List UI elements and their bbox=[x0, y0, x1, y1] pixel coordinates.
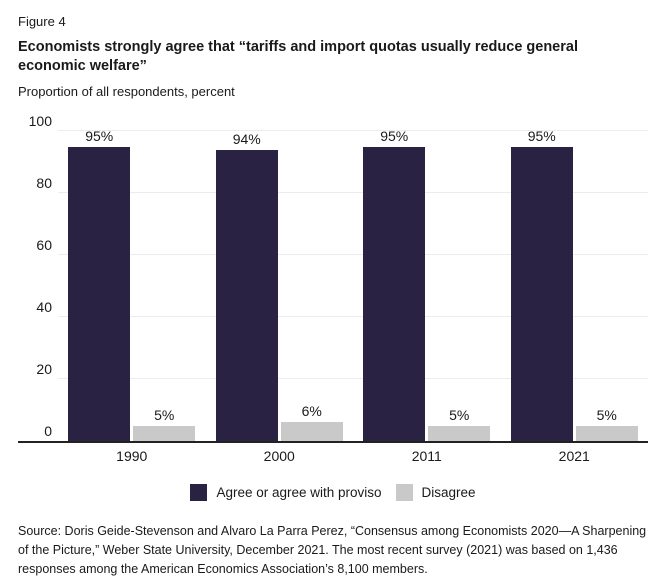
gridline bbox=[58, 192, 648, 193]
bar-value-label: 95% bbox=[380, 127, 409, 144]
legend-item: Agree or agree with proviso bbox=[190, 484, 382, 501]
y-tick-label: 80 bbox=[36, 175, 52, 191]
source-note: Source: Doris Geide-Stevenson and Alvaro… bbox=[18, 524, 647, 576]
x-tick-label: 2000 bbox=[263, 448, 295, 464]
x-axis-spacer bbox=[18, 448, 58, 464]
bar: 95% bbox=[68, 128, 131, 441]
gridline bbox=[58, 378, 648, 379]
bar-value-label: 5% bbox=[154, 406, 175, 423]
bar-value-label: 95% bbox=[527, 127, 556, 144]
x-tick-label: 1990 bbox=[116, 448, 148, 464]
bar-group-2021: 95% 5% bbox=[510, 128, 638, 441]
gridline bbox=[58, 130, 648, 131]
bar-group-1990: 95% 5% bbox=[68, 128, 196, 441]
bar-value-label: 95% bbox=[85, 127, 114, 144]
gridline bbox=[58, 254, 648, 255]
figure-label: Figure 4 bbox=[18, 14, 66, 29]
x-tick-label: 2021 bbox=[558, 448, 590, 464]
bar-value-label: 6% bbox=[301, 403, 322, 420]
bar-group-2011: 95% 5% bbox=[363, 128, 491, 441]
x-axis: 1990 2000 2011 2021 bbox=[18, 448, 648, 464]
chart-title: Economists strongly agree that “tariffs … bbox=[18, 39, 578, 74]
legend-item: Disagree bbox=[395, 484, 476, 501]
y-tick-label: 40 bbox=[36, 299, 52, 315]
y-axis: 0 20 40 60 80 100 bbox=[18, 114, 58, 441]
bar: 5% bbox=[575, 407, 638, 441]
bar-value-label: 5% bbox=[596, 406, 617, 423]
bar: 6% bbox=[280, 403, 343, 441]
y-tick-label: 0 bbox=[44, 423, 52, 439]
legend: Agree or agree with proviso Disagree bbox=[18, 484, 648, 501]
legend-label: Agree or agree with proviso bbox=[216, 485, 382, 500]
bar-chart: 0 20 40 60 80 100 95% 5% 94% 6% 95% 5% 95% 5% bbox=[18, 114, 648, 443]
legend-swatch bbox=[395, 484, 413, 501]
legend-swatch bbox=[190, 484, 208, 501]
y-tick-label: 100 bbox=[28, 113, 52, 129]
chart-subtitle: Proportion of all respondents, percent bbox=[18, 84, 235, 99]
bar: 95% bbox=[510, 128, 573, 441]
bar: 5% bbox=[133, 407, 196, 441]
bar: 94% bbox=[215, 131, 278, 441]
plot-area: 95% 5% 94% 6% 95% 5% 95% 5% bbox=[58, 128, 648, 441]
x-axis-labels: 1990 2000 2011 2021 bbox=[58, 448, 648, 464]
bar-value-label: 94% bbox=[232, 130, 261, 147]
bar-group-2000: 94% 6% bbox=[215, 131, 343, 441]
gridline bbox=[58, 316, 648, 317]
y-tick-label: 60 bbox=[36, 237, 52, 253]
bar-value-label: 5% bbox=[449, 406, 470, 423]
legend-label: Disagree bbox=[421, 485, 476, 500]
bar: 5% bbox=[428, 407, 491, 441]
bar: 95% bbox=[363, 128, 426, 441]
y-tick-label: 20 bbox=[36, 361, 52, 377]
x-tick-label: 2011 bbox=[411, 448, 442, 464]
figure-4-panel: Figure 4 Economists strongly agree that … bbox=[18, 14, 648, 579]
